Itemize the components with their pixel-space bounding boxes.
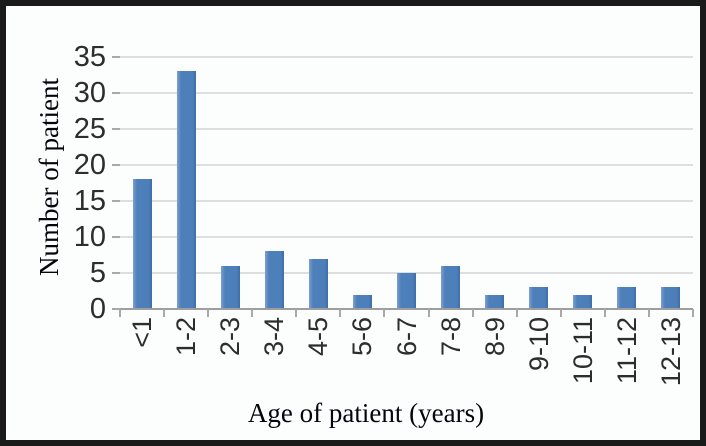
bar-6-7 bbox=[397, 273, 416, 309]
x-tick-label-1-2: 1-2 bbox=[171, 317, 202, 357]
y-tick-label-25: 25 bbox=[73, 113, 106, 145]
plot-area: 0 5 10 15 20 25 30 35 <1 1-2 2-3 3-4 4-5 5-6 6-7 7-8 8-9… bbox=[6, 6, 700, 440]
y-tick-35 bbox=[112, 56, 120, 58]
x-tick-label-7-8: 7-8 bbox=[435, 317, 466, 357]
x-tick-12 bbox=[647, 309, 650, 317]
y-tick-5 bbox=[112, 272, 120, 274]
gridline-25 bbox=[120, 128, 693, 130]
x-tick-2 bbox=[207, 309, 210, 317]
gridline-10 bbox=[120, 236, 693, 238]
y-tick-15 bbox=[112, 200, 120, 202]
bar-11-12 bbox=[617, 287, 637, 309]
bar-<1 bbox=[132, 179, 152, 309]
x-tick-label-9-10: 9-10 bbox=[523, 317, 554, 372]
bar-8-9 bbox=[485, 294, 505, 309]
bar-9-10 bbox=[529, 287, 549, 309]
x-tick-label-12-13: 12-13 bbox=[655, 317, 686, 387]
gridline-15 bbox=[120, 200, 693, 202]
x-tick-11 bbox=[603, 309, 606, 317]
bar-4-5 bbox=[308, 258, 328, 309]
gridline-30 bbox=[120, 92, 693, 94]
x-tick-0 bbox=[119, 309, 121, 317]
x-tick-label-4-5: 4-5 bbox=[303, 317, 334, 357]
y-tick-label-30: 30 bbox=[73, 77, 106, 109]
x-tick-label-6-7: 6-7 bbox=[391, 317, 422, 357]
x-tick-10 bbox=[559, 309, 562, 317]
x-tick-7 bbox=[427, 309, 430, 317]
y-tick-25 bbox=[112, 128, 120, 130]
bar-2-3 bbox=[220, 265, 240, 309]
x-tick-label-11-12: 11-12 bbox=[611, 317, 642, 385]
x-axis-line bbox=[120, 308, 693, 310]
y-tick-0 bbox=[112, 308, 120, 310]
gridline-20 bbox=[120, 164, 693, 166]
bar-3-4 bbox=[264, 251, 284, 309]
y-tick-label-5: 5 bbox=[89, 257, 106, 289]
x-tick-13 bbox=[692, 309, 694, 317]
x-tick-8 bbox=[471, 309, 474, 317]
y-axis-title: Number of patient bbox=[34, 78, 64, 276]
x-tick-label-3-4: 3-4 bbox=[259, 317, 290, 357]
x-tick-1 bbox=[163, 309, 166, 317]
y-tick-20 bbox=[112, 164, 120, 166]
y-tick-label-20: 20 bbox=[73, 149, 106, 181]
x-tick-label-10-11: 10-11 bbox=[567, 317, 598, 385]
x-tick-label-8-9: 8-9 bbox=[479, 317, 510, 357]
y-tick-10 bbox=[112, 236, 120, 238]
y-tick-label-15: 15 bbox=[73, 185, 106, 217]
bar-10-11 bbox=[573, 294, 593, 309]
x-tick-3 bbox=[251, 309, 254, 317]
x-tick-label-<1: <1 bbox=[127, 317, 158, 348]
y-tick-label-10: 10 bbox=[73, 221, 106, 253]
x-axis-title: Age of patient (years) bbox=[247, 398, 485, 428]
bar-7-8 bbox=[441, 265, 461, 309]
gridline-35 bbox=[120, 56, 693, 58]
bar-5-6 bbox=[352, 294, 372, 309]
bar-12-13 bbox=[661, 287, 681, 309]
x-tick-4 bbox=[295, 309, 298, 317]
x-tick-label-5-6: 5-6 bbox=[347, 317, 378, 357]
y-tick-label-35: 35 bbox=[73, 41, 106, 73]
x-tick-5 bbox=[339, 309, 342, 317]
x-tick-label-2-3: 2-3 bbox=[215, 317, 246, 357]
y-tick-label-0: 0 bbox=[89, 293, 106, 325]
x-tick-6 bbox=[383, 309, 386, 317]
bar-1-2 bbox=[176, 71, 196, 309]
y-tick-30 bbox=[112, 92, 120, 94]
x-tick-9 bbox=[515, 309, 518, 317]
